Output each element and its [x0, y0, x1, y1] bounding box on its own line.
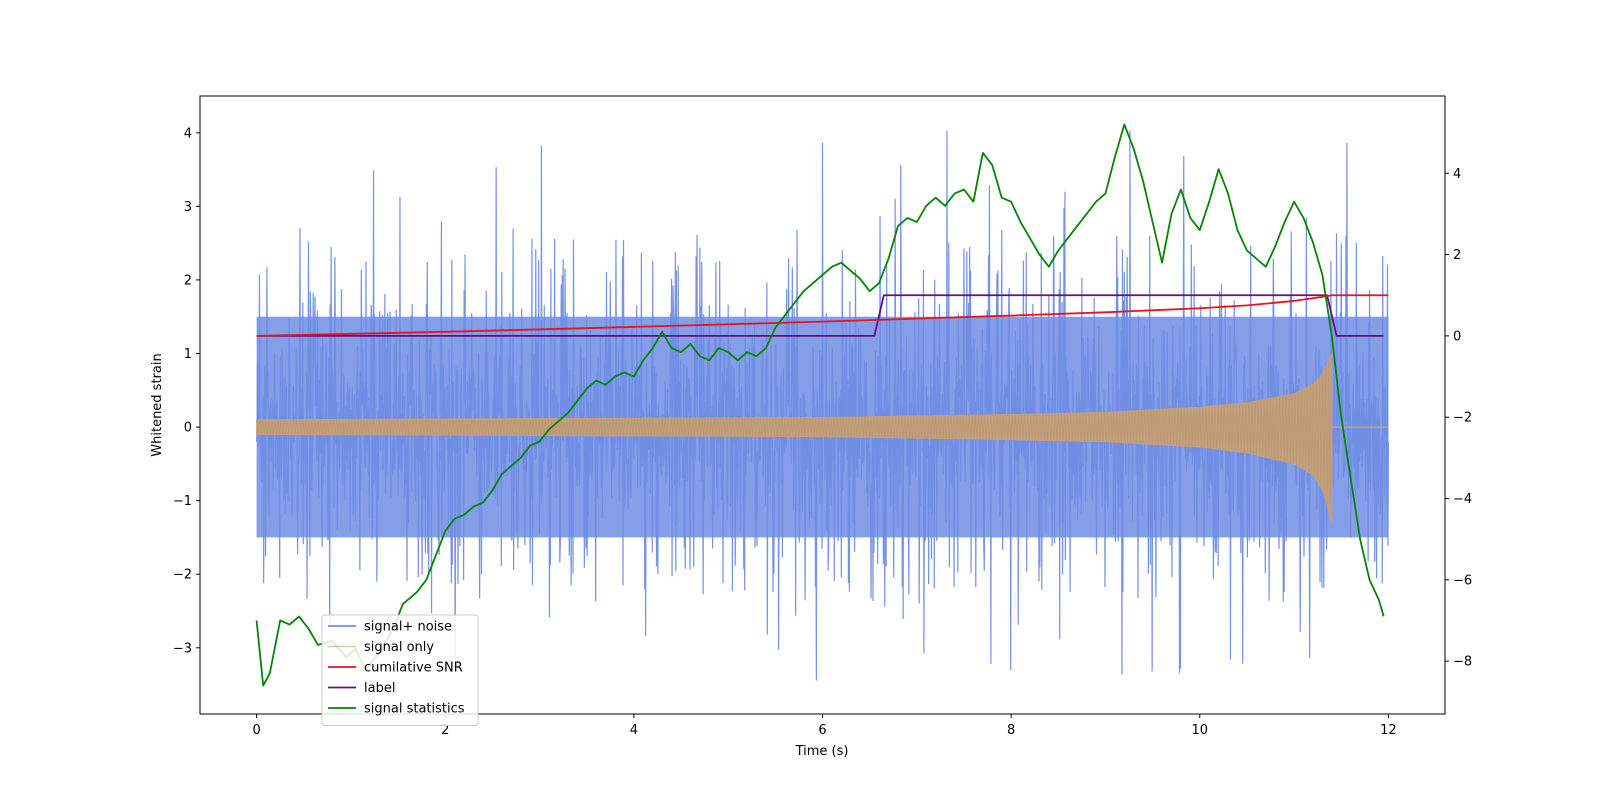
y-tick-label: −3 [173, 641, 192, 656]
x-tick-label: 10 [1191, 723, 1208, 738]
legend-label-signal-only: signal only [364, 640, 434, 655]
y-tick-label: 0 [184, 421, 192, 436]
legend-label-label: label [364, 681, 395, 696]
y-tick-label: 3 [184, 200, 192, 215]
legend-label-signal-statistics: signal statistics [364, 702, 465, 717]
x-tick-label: 2 [441, 723, 449, 738]
legend-label-cumilative-snr: cumilative SNR [364, 661, 463, 676]
y2-tick-label: −6 [1453, 573, 1472, 588]
x-tick-label: 12 [1380, 723, 1397, 738]
y-tick-label: −2 [173, 568, 192, 583]
y-axis-label: Whitened strain [150, 353, 165, 456]
legend: signal+ noise signal only cumilative SNR la… [321, 614, 479, 726]
y2-tick-label: 2 [1453, 248, 1461, 263]
legend-label-signal-noise: signal+ noise [364, 620, 452, 635]
signal-only-envelope [256, 353, 1333, 523]
series-cumilative-snr [256, 294, 1389, 337]
y2-tick-label: −8 [1453, 655, 1472, 670]
y-axis-left: −3 −2 −1 0 1 2 3 4 [173, 126, 200, 656]
y-tick-label: −1 [173, 494, 192, 509]
x-tick-label: 4 [630, 723, 638, 738]
legend-box [321, 614, 479, 726]
x-axis-label: Time (s) [795, 744, 849, 759]
y-tick-label: 2 [184, 273, 192, 288]
series-signal-statistics [255, 123, 1385, 687]
x-tick-label: 0 [252, 723, 260, 738]
series-signal-only [256, 353, 1389, 523]
y-tick-label: 4 [184, 126, 192, 141]
x-axis: 0 2 4 6 8 10 12 [252, 714, 1397, 738]
signal-only-oscillation [256, 353, 1333, 517]
cumilative-snr-line [256, 294, 1389, 337]
x-tick-label: 8 [1007, 723, 1015, 738]
y-tick-label: 1 [184, 347, 192, 362]
y-axis-right: −8 −6 −4 −2 0 2 4 [1445, 167, 1472, 670]
signal-statistics-line [255, 123, 1385, 687]
x-tick-label: 6 [818, 723, 826, 738]
y2-tick-label: −2 [1453, 411, 1472, 426]
y2-tick-label: −4 [1453, 492, 1472, 507]
y2-tick-label: 0 [1453, 329, 1461, 344]
plot-series [255, 123, 1390, 687]
y2-tick-label: 4 [1453, 167, 1461, 182]
